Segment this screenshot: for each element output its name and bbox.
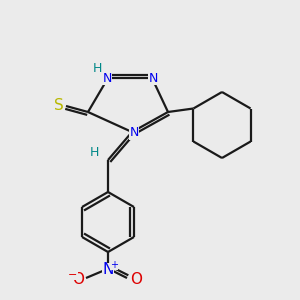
Text: N: N (102, 262, 114, 278)
Text: O: O (130, 272, 142, 287)
Text: H: H (89, 146, 99, 158)
Text: −: − (68, 270, 78, 280)
Text: H: H (92, 62, 102, 76)
Text: N: N (129, 127, 139, 140)
Text: N: N (102, 71, 112, 85)
Text: S: S (54, 98, 64, 113)
Text: O: O (72, 272, 84, 287)
Text: N: N (148, 71, 158, 85)
Text: +: + (110, 260, 118, 270)
